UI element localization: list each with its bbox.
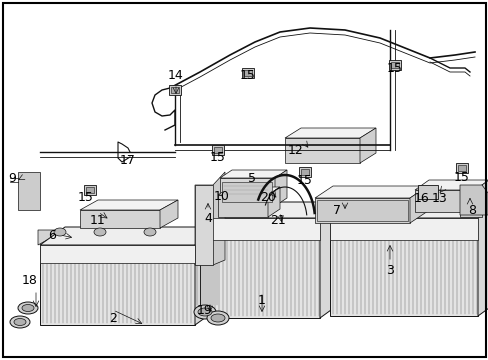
Polygon shape bbox=[40, 245, 195, 325]
Polygon shape bbox=[40, 227, 220, 245]
Bar bbox=[84, 185, 96, 195]
Text: 15: 15 bbox=[78, 190, 94, 203]
Polygon shape bbox=[220, 178, 274, 206]
Text: 5: 5 bbox=[247, 171, 256, 185]
Polygon shape bbox=[38, 215, 209, 245]
Polygon shape bbox=[474, 180, 488, 212]
Bar bbox=[195, 185, 213, 265]
Bar bbox=[171, 87, 179, 93]
Polygon shape bbox=[218, 187, 280, 195]
Ellipse shape bbox=[198, 308, 212, 316]
Polygon shape bbox=[414, 180, 488, 190]
Text: 11: 11 bbox=[90, 213, 106, 226]
Bar bbox=[388, 60, 400, 70]
Polygon shape bbox=[218, 195, 267, 217]
Text: 20: 20 bbox=[260, 190, 275, 203]
Text: 15: 15 bbox=[453, 171, 469, 184]
Polygon shape bbox=[314, 186, 427, 198]
Text: 8: 8 bbox=[467, 203, 475, 216]
Ellipse shape bbox=[210, 314, 224, 322]
Polygon shape bbox=[285, 138, 359, 163]
Bar bbox=[86, 187, 94, 193]
Ellipse shape bbox=[143, 228, 156, 236]
Ellipse shape bbox=[206, 311, 228, 325]
Bar bbox=[301, 169, 308, 175]
Text: 15: 15 bbox=[386, 62, 402, 75]
Polygon shape bbox=[267, 187, 280, 217]
Ellipse shape bbox=[54, 228, 66, 236]
Bar bbox=[457, 165, 465, 171]
Polygon shape bbox=[160, 200, 178, 228]
Polygon shape bbox=[80, 200, 178, 210]
Text: 3: 3 bbox=[385, 264, 393, 276]
Bar bbox=[40, 245, 195, 263]
Text: 17: 17 bbox=[120, 153, 136, 166]
Text: 1: 1 bbox=[258, 293, 265, 306]
Polygon shape bbox=[329, 218, 477, 316]
Bar bbox=[455, 163, 467, 173]
Bar bbox=[212, 145, 224, 155]
Text: 13: 13 bbox=[431, 192, 447, 204]
Bar bbox=[244, 70, 251, 76]
Ellipse shape bbox=[18, 302, 38, 314]
Bar bbox=[417, 185, 437, 199]
Text: 15: 15 bbox=[210, 150, 225, 163]
Polygon shape bbox=[329, 202, 488, 218]
Polygon shape bbox=[414, 190, 474, 212]
Text: 7: 7 bbox=[332, 203, 340, 216]
Text: 10: 10 bbox=[214, 189, 229, 202]
Ellipse shape bbox=[10, 316, 30, 328]
Polygon shape bbox=[314, 198, 409, 223]
Bar bbox=[316, 200, 407, 221]
Text: 6: 6 bbox=[48, 229, 56, 242]
Polygon shape bbox=[200, 218, 319, 318]
Text: 18: 18 bbox=[22, 274, 38, 287]
Polygon shape bbox=[195, 172, 224, 265]
Text: 21: 21 bbox=[269, 213, 285, 226]
Polygon shape bbox=[477, 202, 488, 316]
Polygon shape bbox=[285, 128, 375, 138]
Text: 4: 4 bbox=[203, 212, 211, 225]
Bar bbox=[169, 85, 181, 95]
Text: 15: 15 bbox=[240, 68, 255, 81]
Text: 2: 2 bbox=[109, 311, 117, 324]
Text: 12: 12 bbox=[287, 144, 303, 157]
Polygon shape bbox=[359, 128, 375, 163]
Text: 19: 19 bbox=[197, 303, 212, 316]
Ellipse shape bbox=[14, 319, 26, 325]
Bar bbox=[390, 62, 398, 68]
Bar bbox=[222, 182, 271, 202]
Bar bbox=[329, 218, 477, 240]
Ellipse shape bbox=[22, 305, 34, 311]
Text: 14: 14 bbox=[168, 68, 183, 81]
Text: 15: 15 bbox=[296, 174, 312, 186]
Bar bbox=[18, 172, 40, 210]
Polygon shape bbox=[274, 170, 286, 206]
Bar bbox=[200, 218, 319, 240]
Bar bbox=[298, 167, 310, 177]
Text: 9: 9 bbox=[8, 171, 16, 185]
Polygon shape bbox=[195, 227, 220, 325]
Ellipse shape bbox=[194, 305, 216, 319]
Polygon shape bbox=[220, 170, 286, 178]
Bar bbox=[242, 68, 253, 78]
Ellipse shape bbox=[94, 228, 106, 236]
Polygon shape bbox=[409, 186, 427, 223]
Bar bbox=[214, 147, 222, 153]
Polygon shape bbox=[319, 202, 341, 318]
Bar bbox=[459, 185, 481, 217]
Polygon shape bbox=[459, 185, 487, 215]
Polygon shape bbox=[200, 202, 341, 218]
Polygon shape bbox=[80, 210, 160, 228]
Text: 16: 16 bbox=[413, 192, 429, 204]
